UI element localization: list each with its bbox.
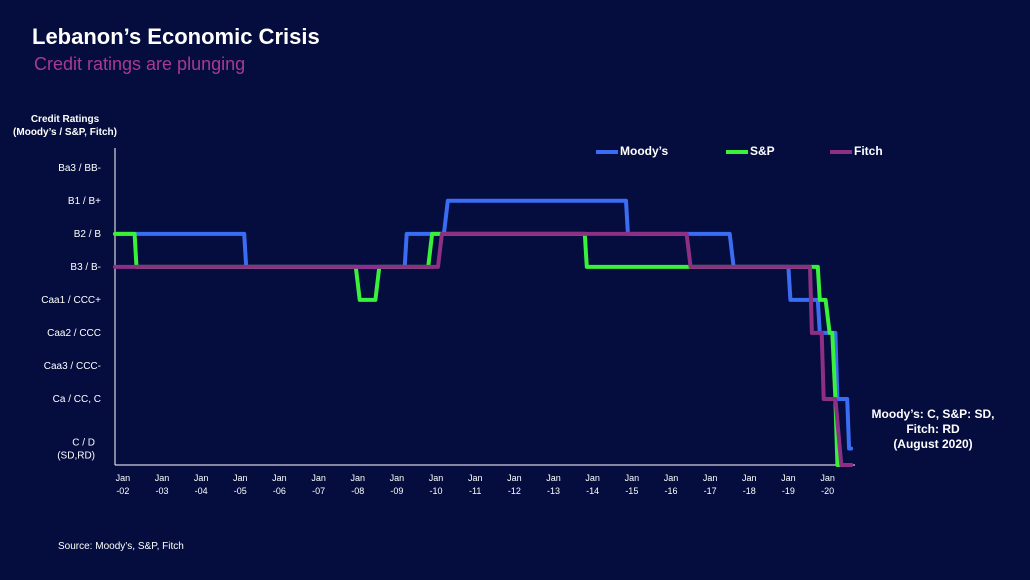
legend-label-sp: S&P — [750, 144, 775, 158]
chart-subtitle: Credit ratings are plunging — [34, 54, 246, 74]
y-axis-title: Credit Ratings (Moody’s / S&P, Fitch) — [10, 113, 120, 139]
legend-item-sp: S&P — [726, 144, 775, 158]
y-axis-title-line2: (Moody’s / S&P, Fitch) — [13, 127, 117, 138]
x-tick-label: Jan -02 — [116, 473, 131, 496]
series-line-fitch — [113, 231, 854, 467]
series-line-sp — [113, 231, 854, 467]
annotation-line-2: Fitch: RD — [906, 422, 960, 436]
legend-swatch-fitch — [830, 149, 852, 154]
legend-swatch-moodys — [596, 149, 618, 154]
x-tick-label: Jan -14 — [585, 473, 600, 496]
series-line-moodys — [113, 198, 854, 451]
source-note: Source: Moody’s, S&P, Fitch — [58, 541, 184, 552]
y-axis-title-line1: Credit Ratings — [30, 114, 100, 125]
y-tick-label: Caa3 / CCC- — [44, 361, 101, 372]
y-tick-label: B3 / B- — [70, 262, 101, 273]
x-tick-label: Jan -11 — [468, 473, 483, 496]
x-tick-label: Jan -18 — [742, 473, 757, 496]
y-tick-label: Caa2 / CCC — [47, 328, 101, 339]
x-tick-label: Jan -09 — [390, 473, 405, 496]
legend-swatch-sp — [726, 149, 748, 154]
legend-item-fitch: Fitch — [830, 144, 883, 158]
y-tick-label: Ca / CC, C — [53, 394, 101, 405]
x-tick-label: Jan -05 — [233, 473, 248, 496]
x-tick-label: Jan -16 — [664, 473, 679, 496]
y-tick-label: C / D (SD,RD) — [57, 437, 95, 461]
x-tick-label: Jan -15 — [625, 473, 640, 496]
legend-label-fitch: Fitch — [854, 144, 883, 158]
final-rating-annotation: Moody’s: C, S&P: SD, Fitch: RD (August 2… — [862, 407, 1004, 452]
x-tick-label: Jan -03 — [155, 473, 170, 496]
legend-label-moodys: Moody’s — [620, 144, 669, 158]
x-tick-label: Jan -20 — [820, 473, 835, 496]
y-tick-label: B1 / B+ — [68, 196, 101, 207]
x-tick-label: Jan -13 — [546, 473, 561, 496]
x-tick-label: Jan -08 — [350, 473, 365, 496]
x-tick-label: Jan -06 — [272, 473, 287, 496]
y-tick-label: Ba3 / BB- — [58, 163, 101, 174]
x-tick-label: Jan -19 — [781, 473, 796, 496]
x-tick-label: Jan -12 — [507, 473, 522, 496]
chart-title: Lebanon’s Economic Crisis — [32, 24, 320, 49]
y-tick-label: B2 / B — [74, 229, 102, 240]
annotation-line-1: Moody’s: C, S&P: SD, — [871, 407, 995, 421]
annotation-line-3: (August 2020) — [893, 437, 973, 451]
legend-item-moodys: Moody’s — [596, 144, 668, 158]
x-tick-label: Jan -10 — [429, 473, 444, 496]
x-tick-label: Jan -07 — [311, 473, 326, 496]
y-tick-label: Caa1 / CCC+ — [41, 295, 101, 306]
x-tick-label: Jan -17 — [703, 473, 718, 496]
x-tick-label: Jan -04 — [194, 473, 209, 496]
